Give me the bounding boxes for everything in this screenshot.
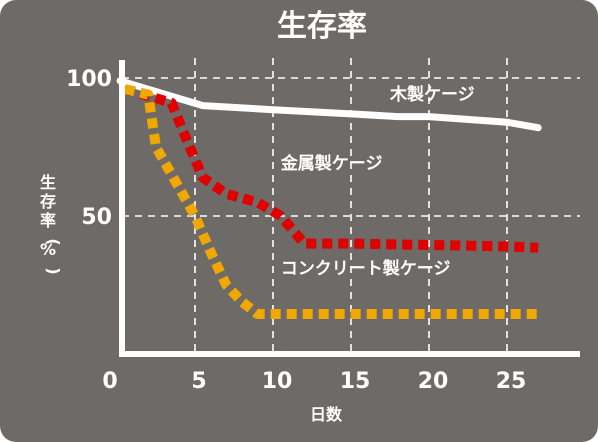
x-tick-label-20: 20 [418,369,449,394]
series-line-2 [123,84,539,319]
x-tick-label-10: 10 [262,369,293,394]
x-tick-label-15: 15 [340,369,371,394]
y-label-char-4: % [40,240,56,259]
series-line-1 [123,84,539,253]
series-line-0 [116,77,542,132]
y-label-char-5: ) [44,267,63,274]
x-axis-label: 日数 [310,405,343,424]
series-layer [116,77,542,319]
series-label-0: 木製ケージ [389,84,475,105]
y-label-char-1: 存 [40,192,56,211]
series-label-1: 金属製ケージ [280,153,383,174]
y-label-char-3: ( [44,238,63,245]
series-label-2: コンクリート製ケージ [281,258,451,279]
tick-layer: 0 5 10 15 20 25 50 100 [66,67,526,394]
x-tick-label-5: 5 [191,369,206,394]
y-axis-label: 生存率 (%) [40,173,63,275]
x-tick-label-0: 0 [102,369,117,394]
chart-title: 生存率 [277,9,367,44]
y-tick-label-50: 50 [81,205,112,230]
x-tick-label-25: 25 [496,369,527,394]
y-tick-label-100: 100 [66,67,112,92]
y-label-char-0: 生 [40,173,56,192]
y-label-char-2: 率 [40,211,56,230]
axis-layer [119,60,580,357]
